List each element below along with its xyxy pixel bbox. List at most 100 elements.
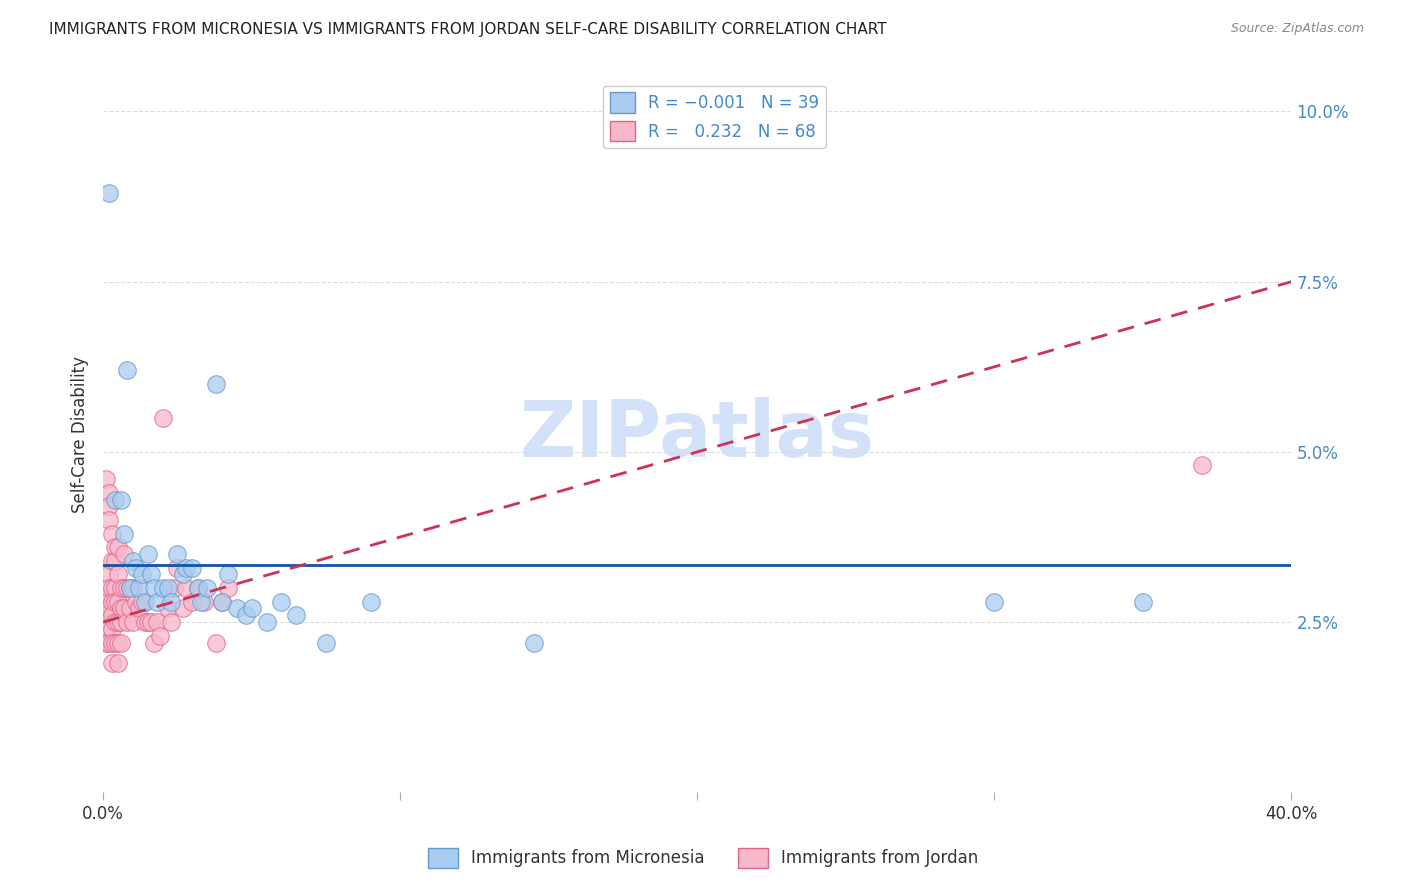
Point (152, 581, 174, 595)
Legend: Immigrants from Micronesia, Immigrants from Jordan: Immigrants from Micronesia, Immigrants f… (420, 841, 986, 875)
Point (193, 595, 215, 609)
Point (110, 635, 132, 649)
Point (107, 595, 129, 609)
Legend: R = −0.001   N = 39, R =   0.232   N = 68: R = −0.001 N = 39, R = 0.232 N = 68 (603, 86, 825, 148)
Point (94, 622, 117, 636)
Point (360, 595, 382, 609)
Point (118, 601, 141, 615)
Point (176, 581, 198, 595)
Point (121, 554, 143, 568)
Point (134, 595, 156, 609)
Point (225, 601, 247, 615)
Point (211, 595, 233, 609)
Point (104, 635, 127, 649)
Point (98, 485, 121, 500)
Point (104, 540, 127, 554)
Point (256, 615, 278, 629)
Point (107, 540, 129, 554)
Point (107, 656, 129, 670)
Point (270, 595, 292, 609)
Point (128, 581, 150, 595)
Point (148, 629, 170, 643)
Point (125, 560, 148, 574)
Point (112, 526, 135, 541)
Point (112, 547, 135, 561)
Point (110, 615, 132, 629)
Point (101, 595, 124, 609)
Point (128, 601, 150, 615)
Point (315, 635, 337, 649)
Point (131, 567, 153, 582)
Point (163, 581, 186, 595)
Point (205, 635, 228, 649)
Point (181, 560, 204, 574)
Point (235, 608, 257, 623)
Point (98, 513, 121, 527)
Point (160, 595, 183, 609)
Point (98, 635, 121, 649)
Point (1132, 595, 1154, 609)
Point (118, 581, 141, 595)
Point (104, 554, 127, 568)
Point (104, 581, 127, 595)
Point (176, 560, 198, 574)
Point (101, 554, 124, 568)
Point (285, 608, 308, 623)
Point (166, 560, 188, 574)
Y-axis label: Self-Care Disability: Self-Care Disability (72, 357, 89, 514)
Point (125, 595, 148, 609)
Point (115, 615, 138, 629)
Point (157, 581, 180, 595)
Point (166, 547, 188, 561)
Point (112, 601, 135, 615)
Point (131, 595, 153, 609)
Point (98, 500, 121, 514)
Point (107, 615, 129, 629)
Point (142, 581, 165, 595)
Point (139, 567, 162, 582)
Point (145, 595, 167, 609)
Point (134, 615, 156, 629)
Point (115, 363, 138, 377)
Point (118, 581, 141, 595)
Text: ZIPatlas: ZIPatlas (520, 397, 875, 473)
Point (107, 635, 129, 649)
Point (110, 492, 132, 507)
Point (98, 581, 121, 595)
Point (523, 635, 546, 649)
Point (190, 595, 212, 609)
Point (205, 376, 228, 391)
Point (187, 581, 209, 595)
Point (136, 547, 159, 561)
Point (157, 601, 180, 615)
Point (240, 601, 263, 615)
Point (104, 492, 127, 507)
Point (211, 595, 233, 609)
Point (115, 581, 138, 595)
Point (121, 581, 143, 595)
Point (139, 615, 162, 629)
Point (172, 601, 194, 615)
Text: Source: ZipAtlas.com: Source: ZipAtlas.com (1230, 22, 1364, 36)
Point (94, 608, 117, 623)
Point (217, 567, 239, 582)
Point (121, 615, 143, 629)
Point (983, 595, 1005, 609)
Point (145, 615, 167, 629)
Point (101, 656, 124, 670)
Point (217, 581, 239, 595)
Point (101, 526, 124, 541)
Point (181, 595, 204, 609)
Point (107, 567, 129, 582)
Point (136, 615, 159, 629)
Point (195, 581, 218, 595)
Point (94, 595, 117, 609)
Point (98, 567, 121, 582)
Point (1191, 458, 1213, 473)
Point (101, 608, 124, 623)
Point (104, 615, 127, 629)
Point (110, 601, 132, 615)
Point (94, 472, 117, 486)
Point (152, 410, 174, 425)
Point (101, 635, 124, 649)
